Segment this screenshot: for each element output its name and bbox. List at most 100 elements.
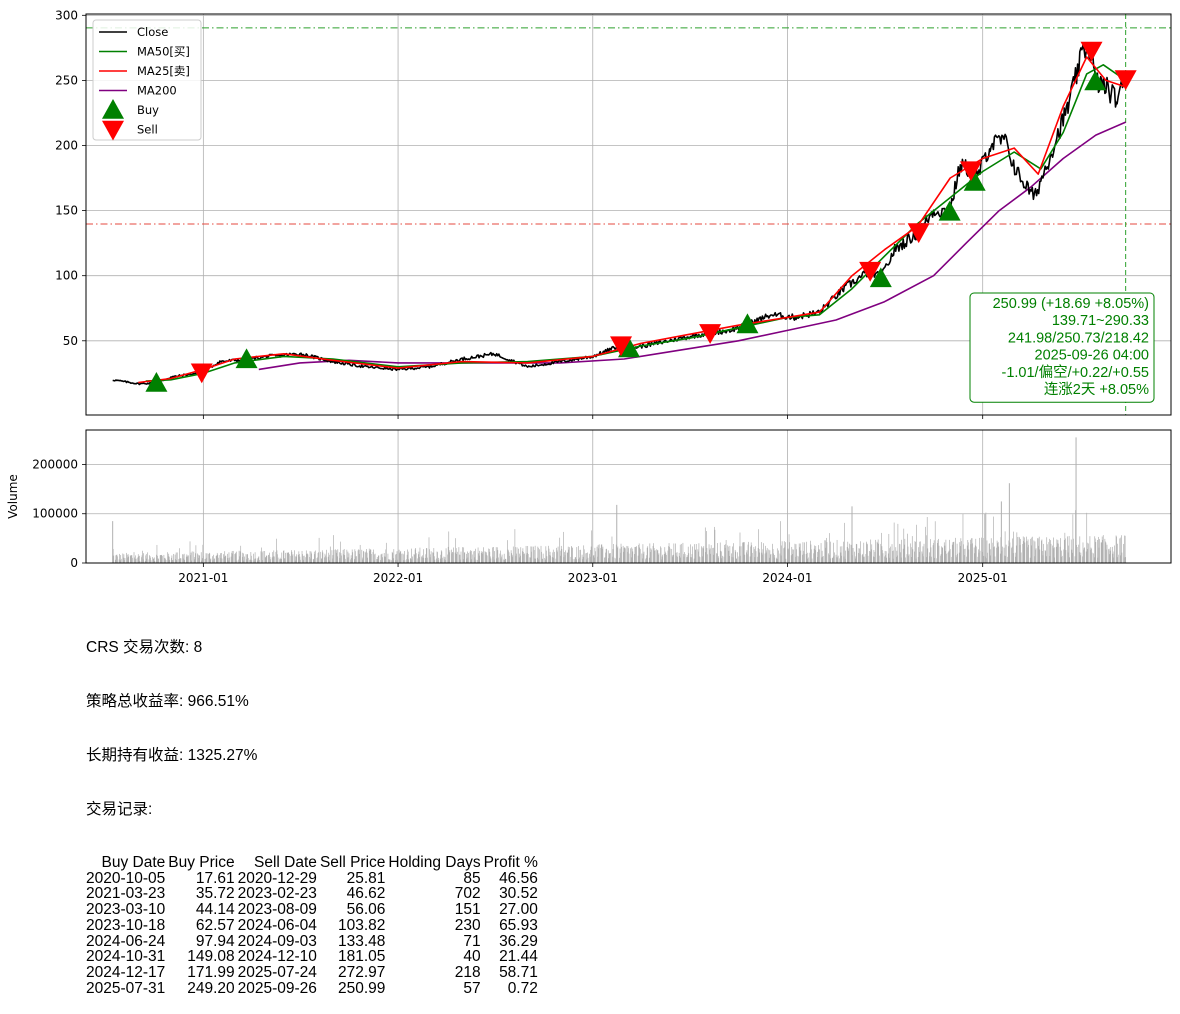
- volume-bar: [669, 546, 670, 563]
- volume-bar: [1117, 543, 1119, 563]
- volume-bar: [317, 557, 318, 563]
- volume-bar: [410, 558, 412, 563]
- volume-bar: [182, 554, 184, 563]
- volume-bar: [197, 554, 199, 563]
- volume-bar: [751, 552, 753, 563]
- volume-bar: [1055, 546, 1057, 563]
- volume-bar: [1035, 548, 1037, 563]
- volume-bar: [367, 557, 369, 563]
- volume-bar: [791, 546, 793, 563]
- volume-bar: [843, 541, 844, 563]
- volume-bar: [381, 553, 383, 563]
- trade-col-header: Buy Price: [168, 854, 235, 871]
- volume-bar: [227, 557, 229, 563]
- y-tick-label: 100: [55, 269, 78, 283]
- volume-bar: [557, 552, 558, 563]
- volume-bar: [888, 533, 890, 563]
- volume-bar: [474, 557, 476, 563]
- legend-label: MA25[卖]: [137, 64, 190, 78]
- volume-bar: [380, 560, 381, 563]
- volume-bar: [344, 558, 346, 563]
- volume-bar: [421, 556, 422, 563]
- volume-bar: [1038, 545, 1040, 563]
- volume-bar: [1075, 437, 1077, 563]
- volume-bar: [963, 549, 965, 563]
- volume-bar: [1005, 555, 1006, 563]
- volume-bar: [993, 547, 995, 563]
- volume-bar: [597, 545, 599, 563]
- volume-bar: [246, 554, 248, 563]
- volume-bar: [641, 553, 643, 563]
- volume-bar: [1058, 543, 1059, 563]
- volume-bar: [922, 546, 924, 563]
- volume-bar: [460, 551, 462, 563]
- volume-bar: [895, 547, 897, 563]
- volume-bar: [1028, 544, 1029, 563]
- volume-bar: [1113, 551, 1115, 563]
- volume-bar: [1005, 544, 1007, 563]
- volume-bar: [811, 549, 812, 563]
- volume-bar: [473, 551, 475, 563]
- trade-cell: 181.05: [337, 948, 386, 966]
- volume-bar: [564, 555, 566, 563]
- volume-bar: [574, 557, 576, 563]
- volume-bar: [926, 517, 928, 563]
- volume-bar: [453, 547, 454, 563]
- volume-bar: [1004, 531, 1006, 563]
- volume-bar: [978, 549, 979, 563]
- volume-bar: [288, 552, 290, 563]
- volume-bar: [452, 552, 454, 563]
- y-tick-label: 250: [55, 73, 78, 87]
- volume-bar: [396, 553, 397, 563]
- volume-bar: [545, 546, 547, 563]
- volume-bar: [858, 548, 860, 563]
- volume-bar: [271, 557, 273, 563]
- volume-bar: [187, 556, 189, 563]
- volume-bar: [214, 558, 215, 563]
- info-line: -1.01/偏空/+0.22/+0.55: [1001, 364, 1149, 381]
- volume-bar: [1041, 539, 1043, 563]
- volume-bar: [268, 554, 270, 563]
- volume-bar: [900, 557, 902, 563]
- volume-bar: [238, 559, 239, 563]
- volume-bar: [819, 549, 820, 563]
- volume-bar: [638, 544, 639, 563]
- volume-bar: [653, 543, 654, 563]
- volume-bar: [727, 546, 729, 563]
- volume-bar: [911, 536, 913, 563]
- volume-bar: [590, 549, 591, 563]
- volume-bar: [434, 559, 436, 563]
- volume-bar: [1093, 557, 1095, 563]
- volume-bar: [122, 553, 124, 563]
- volume-bar: [1056, 539, 1058, 563]
- volume-bar: [929, 556, 931, 563]
- volume-bar: [361, 549, 363, 563]
- volume-bar: [824, 540, 826, 563]
- volume-bar: [1115, 535, 1117, 563]
- volume-bar: [967, 540, 969, 563]
- legend-label: Sell: [137, 123, 158, 137]
- volume-bar: [1060, 556, 1062, 563]
- volume-bar: [750, 546, 752, 563]
- volume-bar: [630, 557, 632, 563]
- volume-bar: [482, 553, 484, 563]
- volume-bar: [120, 555, 122, 563]
- volume-bar: [399, 553, 401, 563]
- volume-bar: [556, 547, 557, 563]
- volume-bar: [313, 551, 315, 563]
- volume-bar: [729, 545, 731, 563]
- volume-bar: [807, 557, 809, 563]
- volume-bar: [421, 557, 423, 563]
- volume-bar: [451, 553, 453, 563]
- legend-label: Close: [137, 25, 168, 39]
- volume-bar: [537, 546, 539, 563]
- volume-bar: [175, 559, 176, 563]
- volume-bar: [822, 556, 824, 563]
- volume-bar: [310, 551, 312, 563]
- volume-bar: [1042, 555, 1044, 563]
- volume-bar: [753, 547, 755, 563]
- volume-bar: [127, 554, 129, 563]
- volume-bar: [336, 550, 338, 563]
- volume-bar: [168, 553, 170, 563]
- volume-bar: [693, 558, 695, 563]
